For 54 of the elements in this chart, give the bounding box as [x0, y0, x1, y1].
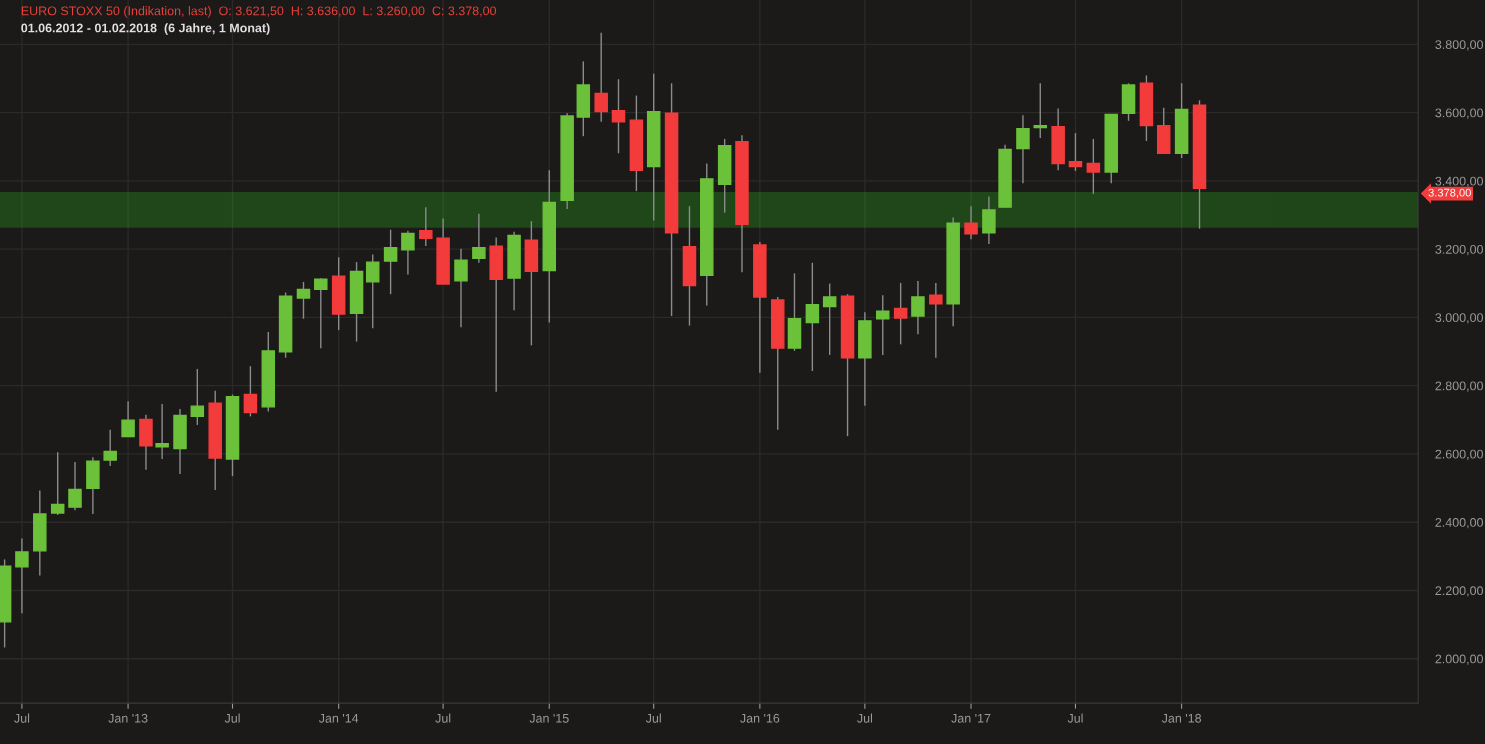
candlestick: [929, 282, 943, 359]
y-tick-label: 2.000,00: [1435, 654, 1484, 665]
candlestick: [243, 365, 258, 418]
x-tick-label: Jul: [1067, 713, 1083, 723]
x-tick-label: Jan '17: [951, 713, 991, 723]
candlestick: [365, 253, 380, 330]
y-tick-label: 3.800,00: [1435, 40, 1484, 51]
candlestick: [314, 277, 328, 349]
y-tick-label: 3.400,00: [1435, 176, 1484, 188]
y-tick-label: 3.000,00: [1435, 313, 1484, 324]
candlestick: [876, 294, 890, 356]
candlestick: [964, 205, 978, 240]
candlestick: [121, 400, 135, 438]
text: 01.06.2012 - 01.02.2018 (6 Jahre, 1 Monat): [21, 23, 270, 35]
candlestick: [190, 368, 205, 426]
candlestick: [15, 537, 29, 615]
x-tick-label: Jan '14: [318, 713, 359, 723]
y-tick-label: 2.400,00: [1435, 517, 1484, 529]
candlestick: [472, 212, 486, 264]
y-tick-label: 2.800,00: [1435, 381, 1484, 392]
text: 3.378,00: [1428, 188, 1471, 198]
x-tick-label: Jul: [645, 713, 661, 723]
y-tick-label: 2.600,00: [1435, 449, 1484, 461]
x-tick-label: Jan '13: [108, 713, 148, 723]
candlestick: [594, 32, 608, 123]
candlestick: [454, 248, 468, 329]
candlestick: [893, 282, 908, 346]
x-tick-label: Jan '18: [1161, 713, 1202, 723]
chart-title: EURO STOXX 50 (Indikation, last) O: 3.621,50 H: 3.636,00 L: 3.260,00 C: 3.378,00: [21, 6, 497, 18]
candlestick: [1086, 138, 1101, 195]
candlestick: [50, 451, 65, 516]
x-tick-label: Jul: [857, 713, 873, 723]
candlestick: [1016, 114, 1030, 184]
candlestick: [155, 403, 169, 460]
candlestick: [611, 78, 626, 154]
x-tick-label: Jul: [14, 713, 30, 723]
candlestick: [401, 230, 415, 276]
candlestick: [911, 280, 925, 335]
y-tick-label: 3.200,00: [1435, 244, 1484, 256]
candlestick: [822, 282, 837, 356]
x-tick-label: Jan '15: [529, 713, 569, 723]
x-tick-label: Jul: [435, 713, 451, 723]
y-tick-label: 2.200,00: [1435, 586, 1484, 597]
candlestick: [68, 461, 82, 511]
candlestick: [103, 429, 117, 467]
x-tick-label: Jul: [224, 713, 240, 723]
candlestick: [982, 195, 996, 245]
candlestick: [805, 262, 820, 372]
x-tick-label: Jan '16: [740, 713, 780, 723]
candlestick: [419, 206, 433, 247]
y-tick-label: 3.600,00: [1435, 108, 1484, 119]
candlestick: [296, 281, 311, 320]
candlestick: [1068, 132, 1083, 172]
candlestick: [383, 229, 398, 295]
